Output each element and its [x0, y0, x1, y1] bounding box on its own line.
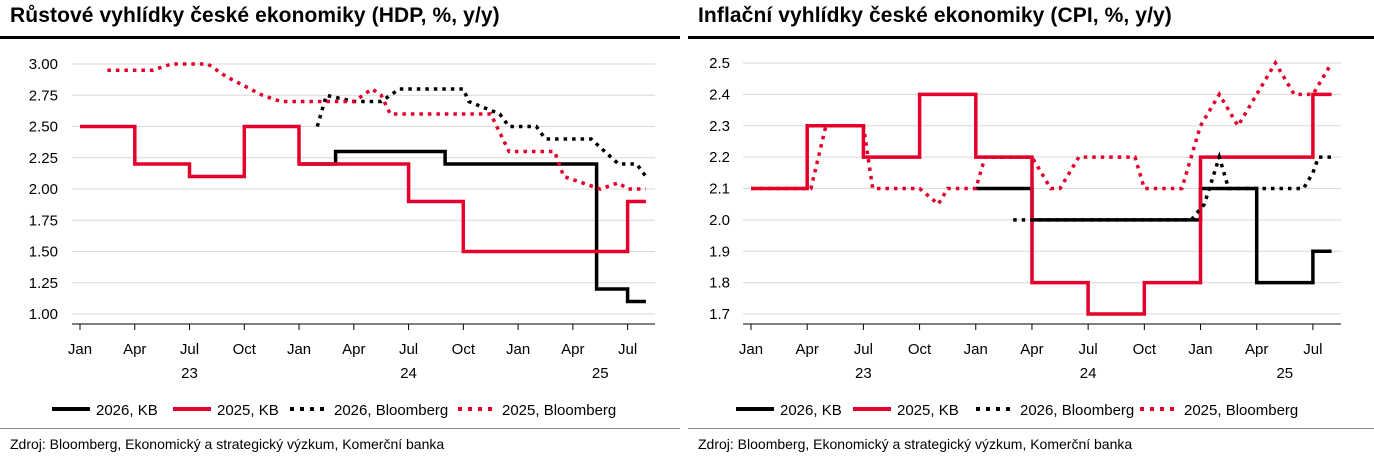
legend-label: 2026, Bloomberg	[1020, 402, 1134, 419]
legend-item-2026-bloomberg: 2026, Bloomberg	[976, 402, 1134, 419]
cpi-chart-panel: Inflační vyhlídky české ekonomiky (CPI, …	[688, 0, 1374, 458]
x-tick-label: Jul	[180, 341, 199, 358]
x-tick-label: Apr	[342, 341, 365, 358]
chart-title: Růstové vyhlídky české ekonomiky (HDP, %…	[10, 4, 500, 27]
x-tick-label: Apr	[561, 341, 584, 358]
source-note: Zdroj: Bloomberg, Ekonomický a strategic…	[10, 436, 445, 452]
x-tick-label: Jan	[964, 341, 988, 358]
x-tick-label: Jul	[1303, 341, 1322, 358]
legend-item-2026-kb: 2026, KB	[52, 402, 158, 419]
legend-label: 2026, KB	[780, 402, 842, 419]
legend-item-2026-kb: 2026, KB	[736, 402, 842, 419]
gdp-chart: 1.00 1.25 1.50 1.75 2.00 2.25 2.50 2.75 3.00 Jan A…	[29, 56, 655, 419]
x-tick-label: Jul	[1079, 341, 1098, 358]
x-tick-label: Apr	[796, 341, 819, 358]
legend-label: 2026, Bloomberg	[334, 402, 448, 419]
x-tick-label: Jan	[287, 341, 311, 358]
x-tick-label: Jul	[854, 341, 873, 358]
y-tick-label: 2.4	[709, 86, 730, 103]
x-tick-label: Jan	[506, 341, 530, 358]
x-tick-label: Jul	[399, 341, 418, 358]
y-tick-label: 2.1	[709, 181, 730, 198]
legend-item-2025-bloomberg: 2025, Bloomberg	[1140, 402, 1298, 419]
y-tick-label: 2.3	[709, 118, 730, 135]
cpi-chart: 1.7 1.8 1.9 2.0 2.1 2.2 2.3 2.4 2.5 Jan Apr Jul Oct J…	[709, 55, 1341, 419]
source-note: Zdroj: Bloomberg, Ekonomický a strategic…	[698, 436, 1133, 452]
legend-label: 2025, Bloomberg	[502, 402, 616, 419]
y-tick-label: 2.75	[29, 87, 58, 104]
legend-item-2026-bloomberg: 2026, Bloomberg	[290, 402, 448, 419]
year-label: 25	[592, 365, 609, 382]
y-tick-label: 2.25	[29, 150, 58, 167]
gdp-chart-panel: Růstové vyhlídky české ekonomiky (HDP, %…	[0, 0, 680, 458]
x-tick-label: Jan	[739, 341, 763, 358]
legend-item-2025-bloomberg: 2025, Bloomberg	[458, 402, 616, 419]
legend-label: 2025, Bloomberg	[1184, 402, 1298, 419]
y-tick-label: 1.7	[709, 306, 730, 323]
x-tick-label: Oct	[908, 341, 932, 358]
x-tick-label: Jul	[618, 341, 637, 358]
chart-title: Inflační vyhlídky české ekonomiky (CPI, …	[698, 4, 1172, 27]
y-tick-label: 3.00	[29, 56, 58, 73]
y-tick-label: 2.00	[29, 181, 58, 198]
x-tick-label: Jan	[68, 341, 92, 358]
y-tick-label: 1.25	[29, 275, 58, 292]
legend-item-2025-kb: 2025, KB	[173, 402, 279, 419]
y-tick-label: 2.2	[709, 149, 730, 166]
legend-label: 2025, KB	[897, 402, 959, 419]
year-label: 23	[181, 365, 198, 382]
y-tick-label: 1.75	[29, 212, 58, 229]
x-tick-label: Oct	[452, 341, 476, 358]
legend-label: 2026, KB	[96, 402, 158, 419]
legend-label: 2025, KB	[217, 402, 279, 419]
year-label: 23	[855, 365, 872, 382]
x-tick-label: Oct	[233, 341, 257, 358]
legend-item-2025-kb: 2025, KB	[853, 402, 959, 419]
series-line-2026-bloomberg	[315, 87, 648, 178]
series-line-2026-kb	[299, 149, 646, 304]
series-line-2026-kb	[975, 186, 1332, 285]
series-line-2025-bloomberg	[751, 59, 1334, 207]
series-line-2026-bloomberg	[1013, 151, 1332, 222]
x-tick-label: Apr	[1020, 341, 1043, 358]
y-tick-label: 2.50	[29, 119, 58, 136]
y-tick-label: 2.0	[709, 212, 730, 229]
x-tick-label: Apr	[123, 341, 146, 358]
x-tick-label: Oct	[1133, 341, 1157, 358]
source-divider	[688, 428, 1374, 429]
year-label: 24	[1080, 365, 1097, 382]
x-tick-label: Apr	[1245, 341, 1268, 358]
series-line-2025-bloomberg	[107, 62, 646, 191]
y-tick-label: 1.9	[709, 243, 730, 260]
title-divider	[688, 36, 1374, 39]
y-tick-label: 2.5	[709, 55, 730, 72]
series-line-2025-kb	[80, 124, 646, 254]
source-divider	[0, 428, 680, 429]
y-tick-label: 1.50	[29, 244, 58, 261]
year-label: 24	[400, 365, 417, 382]
x-tick-label: Jan	[1188, 341, 1212, 358]
y-tick-label: 1.00	[29, 306, 58, 323]
y-tick-label: 1.8	[709, 275, 730, 292]
title-divider	[0, 36, 680, 39]
year-label: 25	[1276, 365, 1293, 382]
